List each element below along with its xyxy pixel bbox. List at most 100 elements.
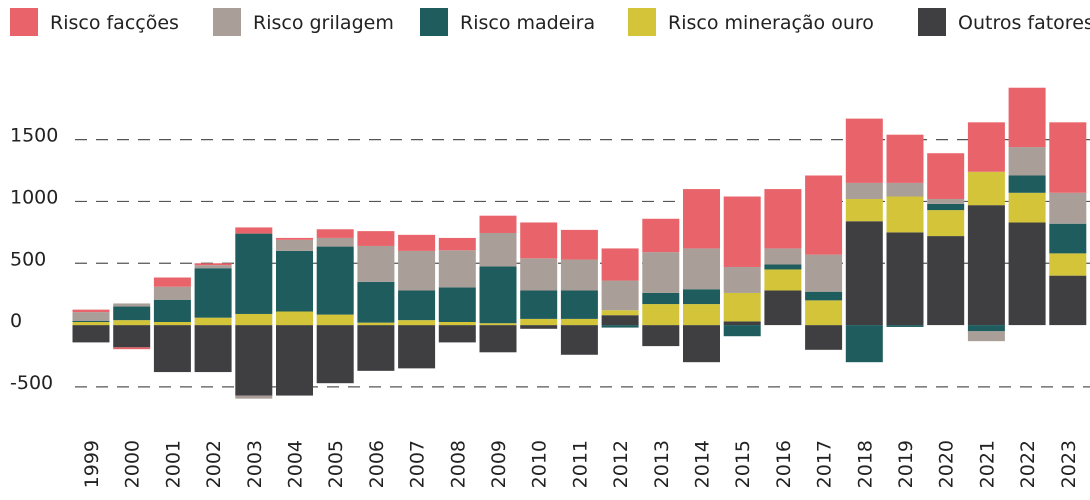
bar-segment bbox=[764, 189, 802, 249]
bar-segment bbox=[642, 292, 680, 305]
legend-swatch bbox=[213, 8, 241, 36]
x-tick-label: 2016 bbox=[773, 440, 795, 488]
bar-segment bbox=[967, 171, 1005, 206]
bar-segment bbox=[683, 325, 720, 363]
bar-segment bbox=[520, 318, 558, 326]
bar-segment bbox=[357, 325, 395, 371]
bar-segment bbox=[642, 218, 680, 253]
bar-segment bbox=[316, 229, 354, 238]
bar-segment bbox=[276, 325, 313, 396]
bar-segment bbox=[560, 290, 598, 319]
x-tick-label: 2011 bbox=[569, 440, 591, 488]
x-tick-label: 2021 bbox=[976, 440, 998, 488]
bar-segment bbox=[1008, 175, 1046, 193]
bar-segment bbox=[723, 325, 761, 337]
x-tick-label: 2008 bbox=[447, 440, 469, 488]
bar-segment bbox=[601, 280, 639, 311]
bar-segment bbox=[967, 205, 1005, 326]
bar-segment bbox=[276, 237, 313, 240]
bar-segment bbox=[520, 325, 558, 329]
x-tick-label: 2023 bbox=[1058, 440, 1080, 488]
bar-segment bbox=[113, 347, 151, 350]
bar-segment bbox=[723, 196, 761, 267]
bar-segment bbox=[235, 227, 273, 234]
bar-segment bbox=[886, 325, 924, 327]
bar-segment bbox=[805, 254, 843, 292]
bar-segment bbox=[479, 325, 517, 353]
legend-label: Outros fatores bbox=[958, 12, 1090, 34]
x-tick-label: 2004 bbox=[285, 440, 307, 488]
y-tick-label: 1500 bbox=[10, 125, 58, 147]
x-tick-label: 2002 bbox=[203, 440, 225, 488]
bar-segment bbox=[927, 198, 965, 204]
bar-segment bbox=[886, 196, 924, 233]
bar-segment bbox=[72, 309, 110, 313]
y-tick-label: 500 bbox=[10, 248, 46, 270]
bar-segment bbox=[967, 122, 1005, 172]
y-tick-label: 0 bbox=[10, 310, 22, 332]
legend-label: Risco grilagem bbox=[253, 12, 394, 34]
bar-segment bbox=[520, 222, 558, 259]
legend-swatch bbox=[10, 8, 38, 36]
bar-segment bbox=[520, 290, 558, 319]
bar-segment bbox=[927, 153, 965, 199]
x-tick-label: 2015 bbox=[732, 440, 754, 488]
bar-segment bbox=[479, 215, 517, 233]
bar-segment bbox=[398, 325, 436, 369]
bar-segment bbox=[235, 233, 273, 314]
bar-segment bbox=[723, 321, 761, 326]
bar-segment bbox=[967, 325, 1005, 332]
bar-segment bbox=[683, 304, 720, 326]
bar-segment bbox=[1008, 222, 1046, 326]
bar-segment bbox=[153, 325, 191, 373]
bar-segment bbox=[479, 232, 517, 267]
bar-segment bbox=[194, 268, 232, 318]
bar-segment bbox=[72, 320, 110, 322]
bar-segment bbox=[1008, 147, 1046, 176]
bar-segment bbox=[1008, 87, 1046, 148]
bar-segment bbox=[316, 314, 354, 326]
x-tick-label: 2000 bbox=[122, 440, 144, 488]
legend-swatch bbox=[918, 8, 946, 36]
x-tick-label: 2005 bbox=[325, 440, 347, 488]
bar-segment bbox=[642, 304, 680, 326]
bar-segment bbox=[845, 182, 883, 199]
x-tick-label: 1999 bbox=[81, 440, 103, 488]
bar-segment bbox=[479, 266, 517, 324]
bar-segment bbox=[276, 311, 313, 326]
bar-segment bbox=[398, 290, 436, 321]
bar-segment bbox=[438, 325, 476, 343]
bar-segment bbox=[886, 134, 924, 183]
x-tick-label: 2019 bbox=[895, 440, 917, 488]
bar-segment bbox=[601, 248, 639, 281]
bar-segment bbox=[153, 322, 191, 326]
bar-segment bbox=[560, 259, 598, 291]
bar-segment bbox=[235, 325, 273, 396]
bar-segment bbox=[438, 322, 476, 326]
bar-segment bbox=[601, 315, 639, 326]
x-tick-label: 2012 bbox=[610, 440, 632, 488]
bar-segment bbox=[438, 250, 476, 288]
bar-segment bbox=[113, 303, 151, 307]
bar-segment bbox=[642, 252, 680, 293]
bar-segment bbox=[967, 331, 1005, 342]
bar-segment bbox=[72, 325, 110, 343]
bar-segment bbox=[927, 236, 965, 326]
bar-segment bbox=[357, 231, 395, 246]
bar-segment bbox=[805, 300, 843, 326]
bar-segment bbox=[723, 266, 761, 293]
bar-segment bbox=[1008, 192, 1046, 223]
x-tick-label: 2010 bbox=[529, 440, 551, 488]
bar-segment bbox=[805, 325, 843, 350]
bar-segment bbox=[683, 289, 720, 305]
x-tick-label: 2020 bbox=[936, 440, 958, 488]
x-tick-label: 2006 bbox=[366, 440, 388, 488]
bar-segment bbox=[398, 320, 436, 326]
bar-segment bbox=[683, 248, 720, 290]
bar-segment bbox=[479, 323, 517, 326]
bar-segment bbox=[560, 229, 598, 260]
x-tick-label: 2017 bbox=[814, 440, 836, 488]
bar-segment bbox=[1049, 275, 1087, 326]
bar-segment bbox=[764, 269, 802, 291]
bar-segment bbox=[357, 245, 395, 282]
